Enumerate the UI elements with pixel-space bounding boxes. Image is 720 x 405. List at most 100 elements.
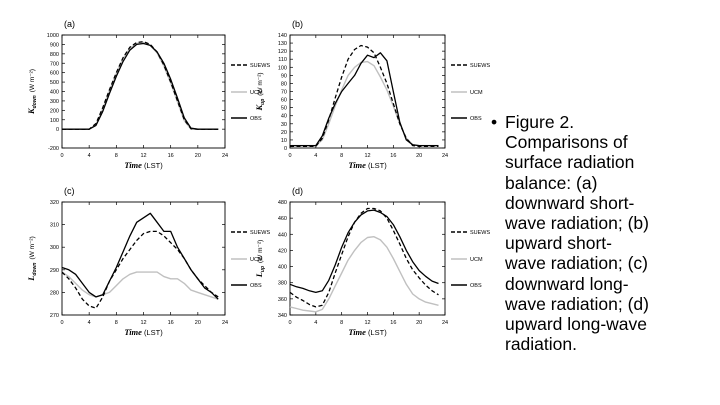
y-tick-label: 120 bbox=[278, 49, 287, 55]
x-axis-label: Time (LST) bbox=[124, 327, 163, 337]
x-axis-label-main: Time bbox=[348, 160, 366, 170]
x-tick-label: 16 bbox=[168, 153, 174, 159]
y-tick-label: 400 bbox=[50, 90, 59, 96]
x-axis-label-main: Time bbox=[124, 160, 142, 170]
x-tick-label: 20 bbox=[195, 153, 201, 159]
y-tick-label: 50 bbox=[281, 106, 287, 112]
y-tick-label: 500 bbox=[50, 80, 59, 86]
x-tick-label: 0 bbox=[60, 320, 63, 326]
x-tick-label: 4 bbox=[88, 153, 91, 159]
legend-label-obs: OBS bbox=[250, 283, 262, 289]
y-tick-label: 300 bbox=[50, 99, 59, 105]
x-tick-label: 24 bbox=[222, 153, 228, 159]
y-axis-label-sub: up bbox=[260, 266, 266, 272]
x-axis-label-unit: (LST) bbox=[368, 328, 387, 337]
legend-label-suews: SUEWS bbox=[470, 230, 491, 236]
y-tick-label: 130 bbox=[278, 41, 287, 47]
y-tick-label: 480 bbox=[278, 200, 287, 206]
y-axis-label-sub: up bbox=[260, 99, 266, 105]
x-tick-label: 12 bbox=[140, 320, 146, 326]
x-axis-label-unit: (LST) bbox=[144, 328, 163, 337]
y-tick-label: 280 bbox=[50, 290, 59, 296]
legend-label-suews: SUEWS bbox=[250, 230, 271, 236]
y-tick-label: 700 bbox=[50, 61, 59, 67]
y-tick-label: 10 bbox=[281, 138, 287, 144]
y-tick-label: 440 bbox=[278, 232, 287, 238]
y-tick-label: 200 bbox=[50, 108, 59, 114]
x-tick-label: 24 bbox=[442, 320, 448, 326]
chart-panel-1: (a)0 4 8 12 16 20 24-2000100200300400500600700… bbox=[26, 19, 271, 170]
series-line-obs bbox=[62, 42, 219, 130]
x-tick-label: 12 bbox=[364, 153, 370, 159]
plot-frame bbox=[61, 201, 226, 316]
x-tick-label: 16 bbox=[390, 153, 396, 159]
y-tick-label: 30 bbox=[281, 122, 287, 128]
y-tick-label: 900 bbox=[50, 42, 59, 48]
y-tick-label: 70 bbox=[281, 90, 287, 96]
y-tick-label: 600 bbox=[50, 71, 59, 77]
y-axis-label-main: L bbox=[254, 272, 264, 278]
series-line-suews bbox=[62, 40, 219, 130]
series-line-ucm bbox=[62, 41, 219, 130]
x-tick-label: 4 bbox=[314, 320, 317, 326]
legend-label-ucm: UCM bbox=[250, 90, 263, 96]
y-tick-label: 310 bbox=[50, 223, 59, 229]
x-tick-label: 16 bbox=[168, 320, 174, 326]
x-tick-label: 4 bbox=[314, 153, 317, 159]
y-tick-label: 420 bbox=[278, 248, 287, 254]
bullet-point: • bbox=[491, 112, 498, 132]
y-tick-label: 0 bbox=[56, 127, 59, 133]
x-tick-label: 0 bbox=[60, 153, 63, 159]
y-tick-label: 80 bbox=[281, 81, 287, 87]
y-tick-label: 270 bbox=[50, 313, 59, 319]
plot-frame bbox=[289, 201, 446, 316]
chart-panel-4: (d) 0 4 8 12 16 20 24 340 360 380 400 420 440 460 480 Ti… bbox=[254, 186, 491, 337]
x-tick-label: 8 bbox=[115, 153, 118, 159]
y-axis-label-main: K bbox=[26, 107, 36, 115]
x-tick-label: 4 bbox=[88, 320, 91, 326]
y-tick-label: -200 bbox=[48, 146, 59, 152]
y-tick-label: 340 bbox=[278, 313, 287, 319]
y-tick-label: 320 bbox=[50, 200, 59, 206]
series-line-suews bbox=[61, 230, 219, 309]
chart-panel-3: (c) 0 4 8 12 16 20 24 270 280 290 300 310 320 Time (LST… bbox=[26, 186, 271, 337]
y-tick-label: 400 bbox=[278, 265, 287, 271]
y-axis-label: Ldown (W m⁻²) bbox=[26, 236, 38, 282]
y-tick-label: 40 bbox=[281, 114, 287, 120]
series-line-ucm bbox=[290, 60, 439, 147]
y-tick-label: 20 bbox=[281, 130, 287, 136]
y-tick-label: 100 bbox=[278, 65, 287, 71]
panel-label: (b) bbox=[292, 19, 303, 29]
y-axis-label-unit: (W m⁻²) bbox=[257, 72, 264, 95]
x-tick-label: 20 bbox=[416, 320, 422, 326]
x-tick-label: 8 bbox=[340, 320, 343, 326]
series-line-ucm bbox=[289, 235, 439, 313]
y-axis-label-unit: (W m⁻²) bbox=[257, 240, 264, 263]
legend-label-obs: OBS bbox=[250, 116, 262, 122]
x-axis-label-unit: (LST) bbox=[144, 161, 163, 170]
y-tick-label: 360 bbox=[278, 297, 287, 303]
x-axis-label-main: Time bbox=[348, 327, 366, 337]
y-tick-label: 90 bbox=[281, 73, 287, 79]
x-axis-label-main: Time bbox=[124, 327, 142, 337]
series-line-obs bbox=[290, 52, 439, 147]
x-axis-label: Time (LST) bbox=[348, 160, 387, 170]
x-tick-label: 16 bbox=[390, 320, 396, 326]
x-axis-label-unit: (LST) bbox=[368, 161, 387, 170]
series-line-ucm bbox=[61, 271, 219, 300]
series-line-suews bbox=[289, 207, 439, 308]
y-axis-label: Lup (W m⁻²) bbox=[254, 240, 266, 279]
y-tick-label: 460 bbox=[278, 216, 287, 222]
panel-label: (d) bbox=[292, 186, 303, 196]
x-axis-label: Time (LST) bbox=[124, 160, 163, 170]
y-axis-label-main: L bbox=[26, 276, 36, 282]
x-axis-label: Time (LST) bbox=[348, 327, 387, 337]
x-tick-label: 12 bbox=[364, 320, 370, 326]
x-tick-label: 8 bbox=[115, 320, 118, 326]
x-tick-label: 12 bbox=[140, 153, 146, 159]
y-tick-label: 290 bbox=[50, 268, 59, 274]
legend-label-ucm: UCM bbox=[470, 90, 483, 96]
plot-frame bbox=[61, 34, 226, 149]
y-tick-label: 110 bbox=[278, 57, 287, 63]
y-axis-label-main: K bbox=[254, 104, 264, 112]
